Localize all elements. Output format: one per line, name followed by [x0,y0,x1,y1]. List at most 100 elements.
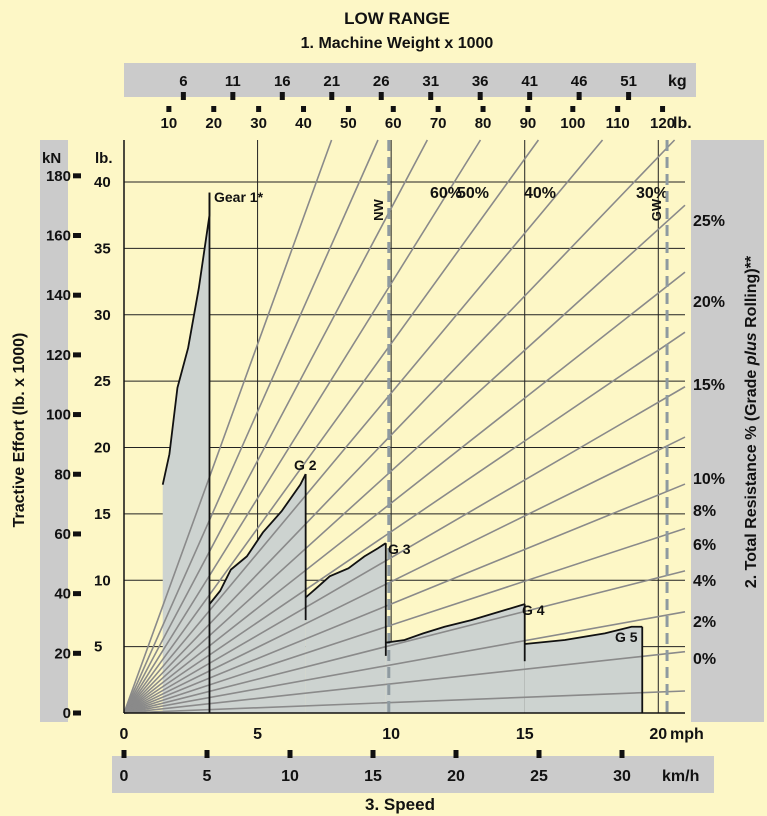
resistance-line [123,690,686,714]
resistance-line [123,139,379,714]
resistance-line [123,650,686,714]
lb-unit-left: lb. [95,150,113,167]
kn-tick-mark [73,471,81,477]
gear-label: G 5 [615,629,638,645]
gear-area [305,543,386,713]
kg-tick-label: 16 [274,73,291,90]
resistance-label: 25% [693,213,725,230]
kn-unit: kN [42,150,61,167]
kn-tick-mark [73,531,81,537]
resistance-line [123,139,604,714]
kmh-tick-mark [370,750,376,758]
gear-area [385,604,525,713]
lb-tick-mark [435,106,441,112]
kn-tick-mark [73,412,81,418]
lb-tick-label: 90 [520,115,537,132]
gear-area [162,192,210,713]
gear-label: Gear 1* [214,189,264,205]
weight-kg-unit: kg [668,73,687,90]
lb-tick-label: 120 [650,115,675,132]
resistance-line [123,271,686,714]
lb-y-tick-label: 20 [94,440,111,457]
kmh-tick-label: 20 [447,768,465,785]
kmh-tick-label: 5 [203,768,212,785]
lb-tick-mark [166,106,172,112]
lb-tick-label: 40 [295,115,312,132]
lb-tick-mark [480,106,486,112]
resistance-line [123,204,686,714]
resistance-label: 6% [693,537,716,554]
resistance-line [123,139,482,714]
kg-tick-mark [378,92,384,100]
kmh-tick-mark [204,750,210,758]
lb-tick-mark [615,106,621,112]
resistance-line [123,139,676,714]
resistance-line [123,570,686,714]
kn-tick-mark [73,292,81,298]
kmh-tick-mark [536,750,542,758]
mph-unit: mph [670,726,704,743]
resistance-line [123,139,540,714]
lb-tick-label: 30 [250,115,267,132]
resistance-line [123,436,686,714]
resistance-label: 2% [693,614,716,631]
kmh-unit: km/h [662,768,699,785]
resistance-line [123,527,686,714]
y-axis-label: Tractive Effort (lb. x 1000) [11,333,28,528]
kn-tick-label: 60 [54,526,71,543]
kn-tick-mark [73,591,81,597]
resistance-label: 8% [693,503,716,520]
lb-y-tick-label: 10 [94,572,111,589]
lb-tick-mark [525,106,531,112]
kmh-tick-mark [619,750,625,758]
kmh-tick-mark [121,750,127,758]
resistance-line [123,610,686,714]
lb-tick-mark [390,106,396,112]
gear-curve [305,542,387,599]
kg-tick-label: 11 [225,73,241,90]
resistance-label: 50% [457,185,489,202]
lb-tick-mark [211,106,217,112]
lb-y-tick-label: 30 [94,307,111,324]
mph-tick-label: 10 [382,726,400,743]
gear-curve [208,473,307,605]
lb-tick-label: 80 [475,115,492,132]
mph-tick-label: 5 [253,726,262,743]
kg-tick-label: 41 [521,73,538,90]
kmh-tick-label: 30 [613,768,631,785]
kmh-tick-label: 10 [281,768,299,785]
lb-tick-label: 60 [385,115,402,132]
kn-tick-mark [73,352,81,358]
kn-tick-label: 0 [63,705,71,722]
kg-tick-mark [527,92,533,100]
kmh-tick-mark [287,750,293,758]
kg-tick-mark [428,92,434,100]
lb-tick-label: 100 [560,115,585,132]
gear-curve [524,625,643,645]
kn-tick-label: 100 [46,407,71,424]
weight-marker-label: GW [649,198,664,221]
kg-tick-mark [576,92,582,100]
kg-tick-label: 36 [472,73,489,90]
kn-tick-label: 140 [46,287,71,304]
resistance-label: 30% [636,185,668,202]
kn-tick-mark [73,173,81,179]
lb-tick-mark [345,106,351,112]
kg-tick-mark [230,92,236,100]
lb-tick-mark [301,106,307,112]
kn-tick-mark [73,233,81,239]
resistance-label: 15% [693,377,725,394]
gear-label: G 4 [522,602,545,618]
lb-tick-label: 50 [340,115,357,132]
resistance-line [123,139,429,714]
lb-tick-mark [660,106,666,112]
right-axis-band [691,140,764,722]
kg-tick-mark [477,92,483,100]
kg-tick-label: 31 [422,73,439,90]
kn-tick-label: 20 [54,645,71,662]
gear-curve [385,603,525,644]
resistance-line [123,386,686,714]
kn-tick-label: 40 [54,586,71,603]
lb-tick-mark [256,106,262,112]
resistance-label: 4% [693,573,716,590]
